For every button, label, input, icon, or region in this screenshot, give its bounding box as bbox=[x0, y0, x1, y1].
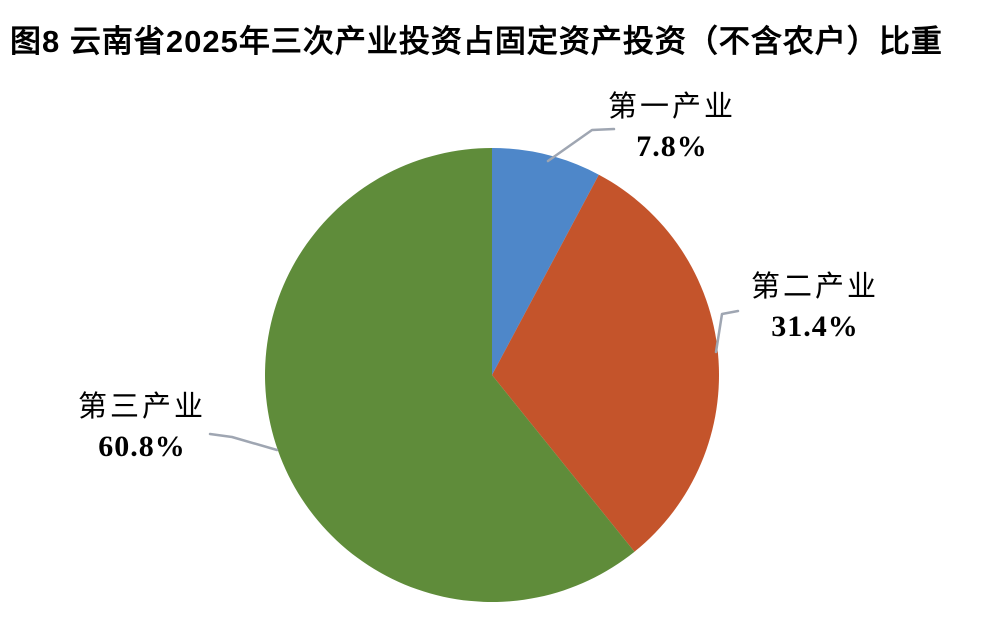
slice-label-primary-industry: 第一产业 7.8% bbox=[552, 88, 792, 166]
slice-label-primary-industry-value: 7.8% bbox=[636, 130, 708, 163]
slice-label-tertiary-industry-name: 第三产业 bbox=[77, 391, 206, 423]
leader-line-primary-industry bbox=[546, 127, 616, 163]
pie-slice-secondary-industry bbox=[492, 174, 720, 552]
slice-label-primary-industry-name: 第一产业 bbox=[607, 91, 736, 123]
leader-line-secondary-industry bbox=[714, 309, 740, 354]
pie-slice-primary-industry bbox=[492, 148, 599, 375]
slice-label-secondary-industry: 第二产业 31.4% bbox=[695, 268, 935, 346]
leader-line-tertiary-industry bbox=[208, 432, 279, 452]
slice-label-secondary-industry-value: 31.4% bbox=[771, 310, 859, 343]
slice-label-tertiary-industry: 第三产业 60.8% bbox=[22, 388, 262, 466]
pie-slice-tertiary-industry bbox=[265, 148, 635, 602]
slice-label-tertiary-industry-value: 60.8% bbox=[98, 430, 186, 463]
chart-title: 图8 云南省2025年三次产业投资占固定资产投资（不含农户）比重 bbox=[10, 24, 943, 59]
slice-label-secondary-industry-name: 第二产业 bbox=[750, 271, 879, 303]
